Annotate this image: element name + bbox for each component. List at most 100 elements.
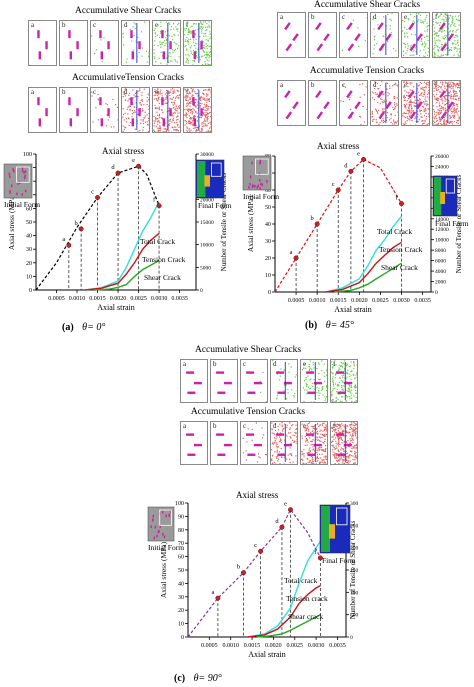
caption-theta: θ= 45° <box>325 320 354 331</box>
shear-strip-title: Accumulative Shear Cracks <box>74 6 182 16</box>
flaw-mark <box>200 108 203 117</box>
x-tick-label: 0.0015 <box>330 298 347 304</box>
crack-pattern <box>271 360 297 400</box>
series-label: Total Crack <box>377 227 412 236</box>
crack-thumbnail: d <box>270 359 298 403</box>
inset-frame <box>3 163 33 199</box>
stage-letter: a <box>183 360 187 368</box>
flaw-mark <box>99 97 102 106</box>
shear-strip-title: Accumulative Shear Cracks <box>313 0 421 10</box>
y-tick-label-right: 10000 <box>200 243 214 249</box>
caption-label: (b) <box>305 320 318 331</box>
series-line <box>325 241 402 293</box>
flaw-mark <box>316 111 324 120</box>
stress-point-label: d <box>275 518 279 525</box>
stage-letter: b <box>311 81 315 89</box>
crack-thumbnail: e <box>300 359 328 403</box>
flaw-mark <box>440 43 448 52</box>
chart-b: 0.0005 0.0010 0.0015 0.0020 0.0025 0.0030 0.00… <box>242 150 469 314</box>
y-tick-label-right: 5000 <box>350 613 358 619</box>
y-axis-label-left: Axial stress (MPa) <box>7 193 16 250</box>
series-label: Total Crack <box>140 237 175 246</box>
initial-form-label: Initial Form <box>243 192 279 201</box>
y-tick-label-right: 30000 <box>200 152 214 158</box>
y-tick-label-left: 40 <box>178 581 184 587</box>
x-tick-label: 0.0025 <box>130 296 147 302</box>
tension-strip-title: AccumulativeTension Cracks <box>72 73 184 83</box>
stress-point <box>348 168 354 174</box>
y-axis-label-right: Number of Tensile or Shear Cracks <box>220 172 228 271</box>
caption-label: (c) <box>174 673 186 684</box>
stage-letter: c <box>93 88 97 96</box>
x-tick-label: 0.0015 <box>89 296 106 302</box>
flaw-mark <box>45 108 48 117</box>
panel-b: Accumulative Shear Cracks a b c d e f Accumul… <box>237 0 474 345</box>
crack-pattern <box>315 22 330 52</box>
stage-letter: d <box>273 422 277 430</box>
crack-pattern <box>372 13 397 55</box>
x-tick-label: 0.0020 <box>351 298 368 304</box>
flaw-mark <box>346 22 353 31</box>
flaw-mark <box>130 30 133 39</box>
panel-c: Accumulative Shear Cracks a b c d e f Accumul… <box>118 345 358 687</box>
y-tick-label-left: 60 <box>178 555 184 561</box>
inset-frame <box>147 506 175 542</box>
x-tick-label: 0.0035 <box>329 643 346 649</box>
stress-point-label: b <box>237 564 240 571</box>
shear-thumbnails: a b c d e f <box>28 20 212 66</box>
initial-form-label: Initial Form <box>4 200 40 209</box>
stage-letter: f <box>333 360 336 368</box>
flaw-mark <box>69 51 72 60</box>
shear-thumbnails: a b c d e f <box>277 12 461 58</box>
crack-thumbnail: c <box>240 359 268 403</box>
flaw-mark <box>307 391 316 394</box>
flaw-mark <box>99 30 102 39</box>
y-tick-label-left: 30 <box>178 595 184 601</box>
crack-thumbnail: b <box>59 20 88 66</box>
x-tick-label: 0.0010 <box>309 298 326 304</box>
flaw-mark <box>292 101 299 110</box>
y-tick-label-left: 0 <box>29 288 32 294</box>
stage-letter: f <box>435 81 438 89</box>
flaw-mark <box>378 43 386 52</box>
flaw-mark <box>292 33 299 42</box>
flaw-mark <box>276 433 285 436</box>
y-axis-label-right: Number of Tensile or Shear Cracks <box>349 520 357 619</box>
flaw-mark <box>313 381 322 385</box>
flaw-mark <box>37 30 40 39</box>
flaw-mark <box>192 30 195 39</box>
y-tick-label-left: 20 <box>26 261 32 267</box>
stage-letter: f <box>186 21 189 29</box>
flaw-mark <box>216 371 225 374</box>
tension-strip-title: Accumulative Tension Cracks <box>309 66 425 76</box>
final-form-inset <box>319 504 351 554</box>
flaw-mark <box>100 118 103 127</box>
crack-pattern <box>402 13 429 57</box>
tension-thumbnails: a b c d e f <box>28 87 212 133</box>
tension-thumbnails: a b c d e f <box>180 421 358 465</box>
series-line <box>93 259 160 291</box>
flaw-mark <box>409 111 417 120</box>
flaw-mark <box>76 41 79 50</box>
stage-letter: f <box>435 13 438 21</box>
crack-thumbnail: c <box>240 421 268 465</box>
stress-point-label: a <box>290 249 293 256</box>
x-tick-label: 0.0035 <box>414 298 431 304</box>
stress-point <box>293 255 299 261</box>
crack-pattern <box>216 371 232 394</box>
y-tick-label-right: 8000 <box>435 248 446 254</box>
crack-pattern <box>284 90 299 120</box>
y-tick-label-right: 10000 <box>350 590 358 596</box>
initial-form-inset <box>242 155 272 191</box>
crack-pattern <box>68 97 79 127</box>
crack-thumbnail: c <box>90 20 119 66</box>
flaw-mark <box>385 33 392 42</box>
y-tick-label-left: 40 <box>265 222 271 228</box>
flaw-mark <box>354 33 361 42</box>
plot-title: Axial stress <box>102 146 145 156</box>
stage-letter: d <box>124 21 128 29</box>
flaw-mark <box>192 97 195 106</box>
y-tick-label-left: 10 <box>265 273 271 279</box>
caption-a: (a) θ= 0° <box>62 322 105 333</box>
stress-point <box>335 187 341 193</box>
